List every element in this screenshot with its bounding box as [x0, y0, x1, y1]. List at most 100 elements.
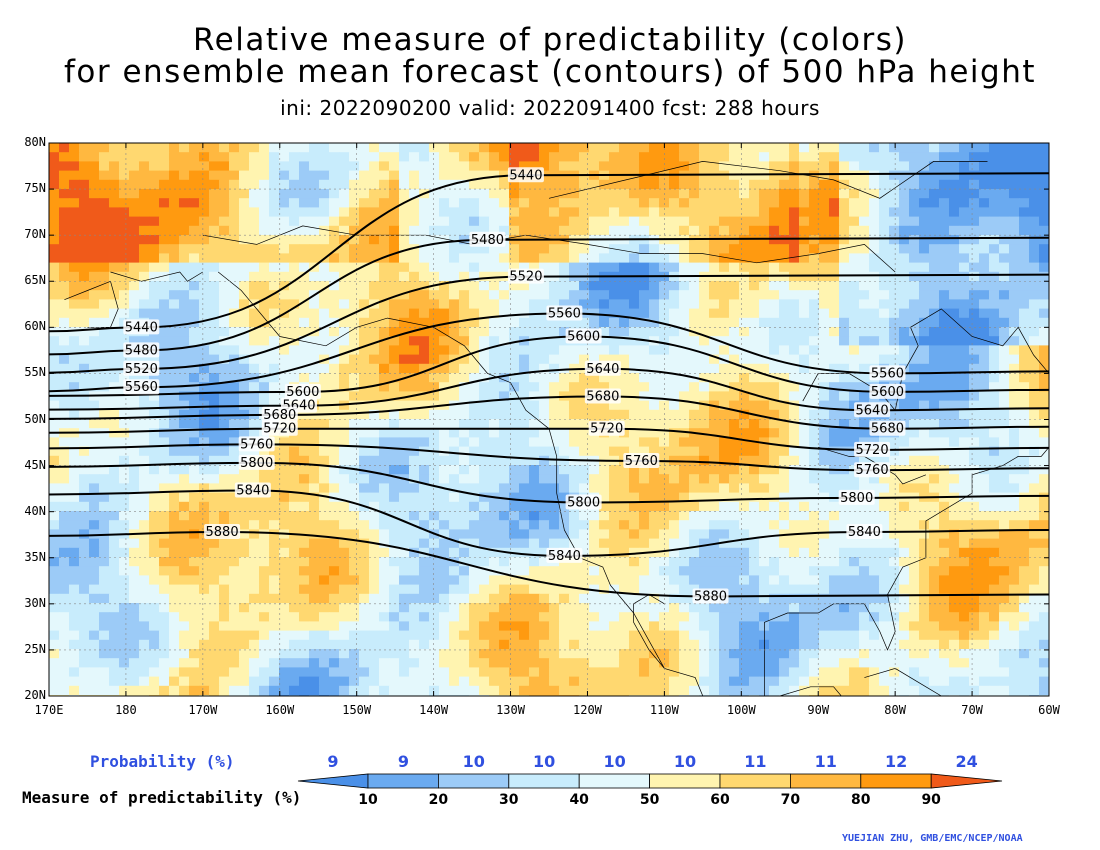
contour-label-5640: 5640: [856, 403, 889, 418]
lat-label: 70N: [24, 227, 46, 242]
contour-label-bg: [123, 319, 160, 335]
contour-label-5720: 5720: [856, 443, 889, 458]
lon-label: 160W: [265, 703, 295, 717]
probability-value: 10: [673, 752, 697, 771]
lat-lon-grid: [49, 143, 1049, 696]
contour-label-5720: 5720: [263, 422, 296, 437]
probability-value: 10: [533, 752, 556, 771]
contour-label-5880: 5880: [694, 589, 727, 604]
contour-label-bg: [507, 268, 544, 284]
contour-label-5480: 5480: [471, 233, 504, 248]
contour-label-bg: [692, 588, 729, 604]
lat-label: 40N: [24, 503, 46, 518]
probability-value: 12: [885, 752, 908, 771]
contour-label-5840: 5840: [548, 549, 581, 564]
probability-value: 9: [397, 752, 409, 771]
contour-label-bg: [869, 383, 906, 399]
colorbar-segment: [860, 773, 932, 789]
contour-label-bg: [204, 523, 241, 539]
contour-5680: [49, 395, 1049, 430]
contour-label-bg: [584, 360, 621, 376]
lon-label: 110W: [649, 703, 679, 717]
lat-label: 65N: [24, 273, 46, 288]
measure-label: Measure of predictability (%): [22, 788, 302, 807]
contour-label-bg: [469, 231, 506, 247]
probability-value: 11: [744, 752, 767, 771]
contour-5880: [49, 530, 1049, 598]
contour-label-bg: [854, 462, 891, 478]
contour-label-5600: 5600: [567, 330, 600, 345]
contour-label-5440: 5440: [125, 320, 158, 335]
contour-label-bg: [565, 328, 602, 344]
lon-label: 120W: [573, 703, 602, 717]
contour-label-5600: 5600: [286, 385, 319, 400]
title-line-1: Relative measure of predictability (colo…: [192, 22, 907, 58]
contour-label-bg: [238, 436, 275, 452]
colorbar-threshold: 20: [428, 792, 449, 808]
contour-5640: [49, 367, 1049, 412]
probability-value: 24: [955, 752, 978, 771]
color-bar: [297, 773, 1003, 789]
contour-label-bg: [234, 482, 271, 498]
contour-label-5800: 5800: [240, 456, 273, 471]
lon-label: 140W: [419, 703, 449, 717]
contour-label-bg: [123, 360, 160, 376]
lat-label: 80N: [24, 135, 46, 149]
contour-label-bg: [261, 406, 298, 422]
colorbar-segment: [508, 773, 580, 789]
contour-label-5760: 5760: [240, 437, 273, 452]
contour-label-5800: 5800: [567, 495, 600, 510]
colorbar-segment: [790, 773, 862, 789]
contour-label-bg: [623, 452, 660, 468]
contour-label-5680: 5680: [871, 422, 904, 437]
contour-label-bg: [869, 365, 906, 381]
contour-label-bg: [565, 494, 602, 510]
contour-label-5600: 5600: [871, 385, 904, 400]
probability-label: Probability (%): [90, 752, 235, 771]
probability-value: 9: [327, 752, 339, 771]
probability-value: 10: [603, 752, 626, 771]
contour-label-bg: [284, 383, 321, 399]
contour-label-bg: [546, 547, 583, 563]
contour-label-bg: [546, 305, 583, 321]
lon-label: 60W: [1038, 703, 1060, 717]
probability-value: 10: [462, 752, 485, 771]
lon-label: 170W: [188, 703, 218, 717]
lon-label: 180: [115, 703, 137, 717]
colorbar-threshold: 60: [710, 792, 730, 808]
colorbar-threshold: 50: [639, 792, 660, 808]
contour-label-bg: [261, 420, 298, 436]
contour-label-5840: 5840: [236, 483, 269, 498]
contour-label-5560: 5560: [125, 380, 158, 395]
colorbar-threshold: 10: [358, 792, 378, 808]
contour-label-5480: 5480: [125, 343, 158, 358]
contour-label-5840: 5840: [848, 525, 881, 540]
lon-label: 80W: [884, 703, 906, 717]
predictability-shading: [49, 143, 1049, 696]
probability-value: 11: [814, 752, 837, 771]
contour-label-bg: [869, 420, 906, 436]
colorbar-threshold: 40: [569, 792, 589, 808]
contour-label-5640: 5640: [586, 362, 619, 377]
contour-label-5560: 5560: [871, 366, 904, 381]
contour-label-5720: 5720: [590, 422, 623, 437]
contour-label-bg: [854, 402, 891, 418]
colorbar-segment: [578, 773, 651, 789]
lat-label: 55N: [24, 365, 46, 380]
colorbar-threshold: 80: [851, 792, 871, 808]
colorbar-segment: [437, 773, 510, 789]
credit-text: YUEJIAN ZHU, GMB/EMC/NCEP/NOAA: [842, 833, 1023, 844]
title-line-2: for ensemble mean forecast (contours) of…: [63, 54, 1037, 90]
lat-label: 25N: [24, 641, 46, 656]
lat-label: 75N: [24, 181, 46, 196]
contour-label-bg: [238, 454, 275, 470]
contour-label-5560: 5560: [548, 307, 581, 322]
colorbar-segment: [367, 773, 439, 789]
title-line-3: ini: 2022090200 valid: 2022091400 fcst: …: [280, 96, 820, 120]
lon-label: 150W: [342, 703, 372, 717]
contour-label-5440: 5440: [509, 168, 542, 183]
contour-label-bg: [846, 523, 883, 539]
contour-label-5760: 5760: [856, 463, 889, 478]
contour-label-5880: 5880: [206, 525, 239, 540]
contour-label-5520: 5520: [509, 270, 542, 285]
